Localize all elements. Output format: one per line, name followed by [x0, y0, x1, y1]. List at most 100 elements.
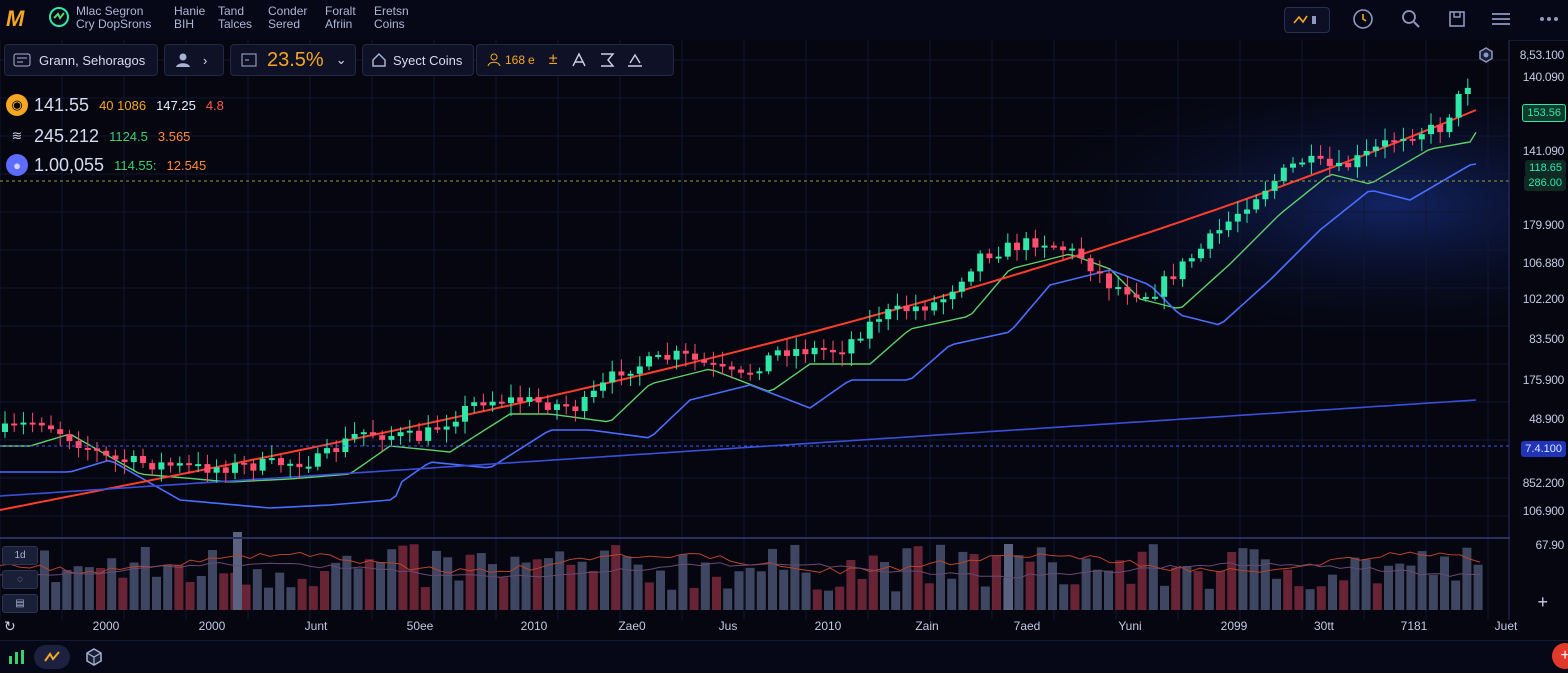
candle — [1290, 157, 1296, 173]
candle — [931, 295, 938, 316]
user-icon — [176, 53, 190, 67]
menu-item-3[interactable]: Conder Sered — [268, 5, 307, 31]
bars-icon[interactable] — [8, 649, 26, 665]
volume-bar — [40, 550, 49, 610]
candle — [29, 412, 36, 433]
chart-type-icon[interactable] — [1284, 7, 1330, 33]
clock-icon[interactable] — [1350, 7, 1376, 31]
candle — [839, 340, 846, 367]
interval-button[interactable]: 1d — [2, 546, 38, 565]
volume-bar — [1004, 544, 1013, 610]
candle — [747, 364, 754, 381]
candle — [1142, 292, 1149, 302]
reset-icon[interactable]: ↻ — [4, 618, 16, 634]
candle — [774, 346, 781, 361]
volume-bar — [196, 575, 206, 610]
candle — [1446, 114, 1453, 138]
candle — [986, 248, 993, 264]
candle — [1418, 127, 1425, 152]
x-tick: Zae0 — [618, 619, 646, 633]
more-icon[interactable] — [1536, 7, 1562, 31]
moving-averages — [0, 109, 1477, 511]
candle — [480, 393, 487, 412]
candle — [1041, 235, 1048, 258]
candle — [232, 453, 238, 480]
layout-button[interactable]: ▤ — [2, 594, 38, 613]
candle — [462, 395, 468, 434]
trend-tool-icon[interactable] — [626, 51, 644, 69]
alert-button[interactable]: + — [1552, 643, 1568, 669]
candle — [278, 453, 284, 473]
user-selector[interactable]: › — [164, 44, 224, 76]
chevron-right-icon: › — [203, 52, 208, 68]
change-percent: 23.5% — [267, 48, 324, 71]
settings-icon[interactable] — [1476, 46, 1496, 71]
change-selector[interactable]: 23.5% ⌄ — [230, 44, 356, 76]
candle — [922, 300, 928, 321]
volume-bar — [1059, 584, 1069, 610]
menu-item-2[interactable]: Tand Talces — [218, 5, 252, 31]
candle — [600, 372, 606, 399]
chart-grid — [0, 40, 1510, 620]
brand-name: Mlac Segron Cry DopSrons — [76, 5, 151, 31]
y-tick: 83.500 — [1529, 332, 1564, 346]
symbol-selector[interactable]: Grann, Sehoragos — [4, 44, 158, 76]
volume-bar — [644, 582, 654, 610]
volume-bar — [992, 556, 1001, 610]
volume-bar — [432, 550, 441, 610]
search-icon[interactable] — [1398, 7, 1424, 31]
volume-bar — [1204, 588, 1214, 610]
price-chart[interactable] — [0, 40, 1510, 620]
x-tick: 2010 — [814, 619, 842, 633]
menu-item-5[interactable]: Eretsn Coins — [374, 5, 409, 31]
candle — [11, 413, 18, 433]
candle — [701, 352, 708, 367]
candle — [508, 384, 514, 417]
candle — [176, 456, 183, 473]
candle — [213, 459, 220, 483]
volume-bar — [308, 586, 318, 610]
menu-item-4[interactable]: Foralt Afriin — [325, 5, 356, 31]
volume-bar — [1417, 551, 1427, 610]
readout-b: 12.545 — [166, 157, 207, 173]
replay-button[interactable] — [34, 645, 70, 669]
volume-bar — [1372, 583, 1382, 610]
menu-icon[interactable] — [1488, 7, 1514, 31]
brand-icon — [49, 7, 69, 27]
volume-bar — [913, 546, 923, 610]
candle — [820, 339, 827, 361]
cube-icon[interactable] — [84, 647, 104, 667]
volume-indicator-lines — [0, 551, 1481, 579]
menu-item-3-line2: Sered — [268, 17, 301, 31]
candle — [866, 309, 873, 349]
candle — [259, 451, 266, 476]
menu-item-1[interactable]: Hanie BIH — [174, 5, 205, 31]
y-tick: 106.880 — [1522, 256, 1565, 270]
save-icon[interactable] — [1444, 7, 1470, 31]
candle — [250, 459, 257, 482]
candle — [692, 343, 698, 371]
volume-bar — [700, 562, 710, 610]
ma-blue-line — [0, 163, 1477, 509]
candle — [802, 339, 809, 363]
crosshair-tool-icon[interactable]: ± — [548, 51, 558, 68]
volume-bar — [835, 586, 845, 610]
add-indicator-icon[interactable]: + — [1537, 592, 1548, 612]
watchlist-selector[interactable]: Syect Coins — [362, 44, 474, 76]
volume-bar — [488, 564, 497, 610]
fib-tool-icon[interactable] — [598, 51, 616, 69]
pattern-tool-icon[interactable] — [570, 51, 588, 69]
readout-row-3: ● 1.00,055 114.55: 12.545 — [6, 154, 206, 176]
volume-bar — [387, 549, 397, 610]
candle — [324, 438, 330, 459]
candle — [443, 414, 450, 443]
indicator-button[interactable]: ◌ — [2, 570, 38, 589]
candle — [940, 293, 947, 315]
candle — [728, 361, 735, 379]
candle — [20, 412, 27, 435]
price-axis[interactable]: 8,53.100 140.090 141.090 179.900 106.880… — [1510, 40, 1568, 620]
candle — [222, 460, 229, 483]
menu-item-2-line2: Talces — [218, 17, 253, 31]
candle — [1253, 194, 1260, 214]
app-logo[interactable]: M — [6, 6, 24, 31]
